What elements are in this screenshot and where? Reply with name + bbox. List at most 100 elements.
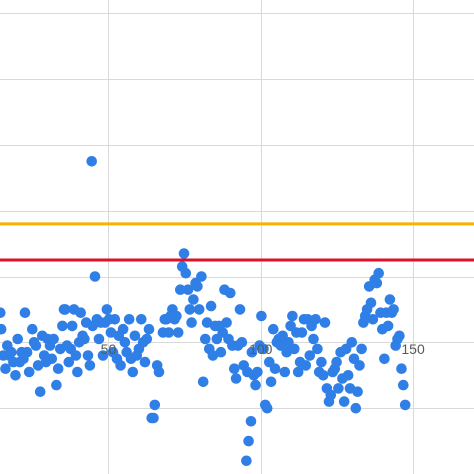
data-point (230, 373, 242, 384)
data-point (12, 333, 23, 345)
data-point (289, 343, 300, 355)
data-point (139, 356, 151, 368)
data-point (148, 412, 159, 424)
data-point (398, 379, 409, 391)
data-point (279, 366, 291, 378)
data-point (296, 327, 308, 338)
data-point (72, 366, 83, 378)
data-point (10, 370, 21, 381)
data-point (261, 402, 273, 414)
data-point (175, 284, 186, 296)
x-axis-tick-labels: 50 100 150 (101, 341, 425, 357)
data-point (384, 294, 396, 305)
data-point (127, 366, 139, 378)
data-point (256, 310, 267, 322)
data-point (304, 350, 316, 361)
data-point (109, 314, 121, 325)
data-point (184, 304, 196, 315)
data-point (0, 307, 6, 318)
data-point (319, 317, 331, 328)
data-point (258, 343, 269, 355)
data-point (268, 323, 279, 335)
data-point (394, 330, 405, 342)
data-point (123, 314, 135, 325)
x-tick-label: 50 (101, 341, 117, 357)
data-point (310, 314, 321, 325)
data-points (0, 156, 411, 467)
data-point (34, 386, 46, 398)
data-point (86, 156, 97, 167)
data-point (23, 366, 35, 378)
data-point (300, 360, 312, 371)
data-point (205, 300, 217, 312)
data-point (82, 350, 94, 361)
data-point (129, 330, 141, 342)
data-point (192, 281, 203, 292)
data-point (117, 323, 129, 335)
data-point (57, 320, 68, 332)
data-point (221, 317, 232, 328)
data-point (178, 248, 190, 259)
data-point (331, 356, 342, 368)
data-point (236, 337, 248, 348)
data-point (350, 402, 362, 414)
data-point (89, 271, 101, 282)
data-point (252, 366, 263, 378)
data-point (172, 327, 184, 338)
data-point (19, 307, 31, 319)
reference-lines (0, 222, 474, 262)
data-point (245, 416, 257, 427)
data-point (382, 320, 394, 332)
data-point (200, 333, 211, 345)
x-tick-label: 100 (249, 341, 273, 357)
data-point (84, 360, 96, 371)
data-point (250, 379, 261, 391)
data-point (171, 310, 182, 322)
data-point (163, 327, 175, 338)
data-point (312, 343, 323, 355)
data-point (66, 320, 78, 332)
data-point (207, 350, 219, 361)
data-point (371, 277, 383, 289)
data-point (234, 304, 246, 315)
data-point (193, 304, 205, 315)
data-point (201, 317, 213, 328)
data-point (182, 284, 194, 296)
data-point (141, 333, 153, 345)
data-point (317, 370, 329, 381)
data-point (241, 455, 252, 467)
data-point (356, 343, 367, 355)
data-point (316, 356, 327, 368)
data-point (354, 360, 365, 371)
data-point (246, 346, 258, 358)
data-point (93, 333, 105, 345)
data-point (292, 366, 304, 378)
data-point (338, 396, 350, 407)
data-point (229, 363, 240, 375)
data-point (0, 323, 7, 335)
data-point (265, 376, 277, 388)
data-point (97, 350, 109, 361)
data-point (365, 297, 377, 309)
data-point (143, 323, 155, 335)
data-point (243, 435, 254, 447)
data-point (399, 399, 411, 411)
data-point (333, 383, 344, 394)
data-point (180, 267, 192, 279)
x-tick-label: 150 (401, 341, 425, 357)
data-point (269, 363, 281, 375)
data-point (51, 379, 62, 391)
data-point (52, 363, 64, 375)
data-point (63, 356, 75, 368)
data-point (115, 360, 126, 371)
data-point (215, 346, 227, 358)
data-point (352, 386, 363, 398)
data-point (46, 353, 58, 365)
data-point (21, 346, 33, 358)
data-point (30, 340, 42, 351)
data-point (373, 267, 385, 279)
data-point (75, 307, 86, 319)
data-point (367, 314, 379, 325)
